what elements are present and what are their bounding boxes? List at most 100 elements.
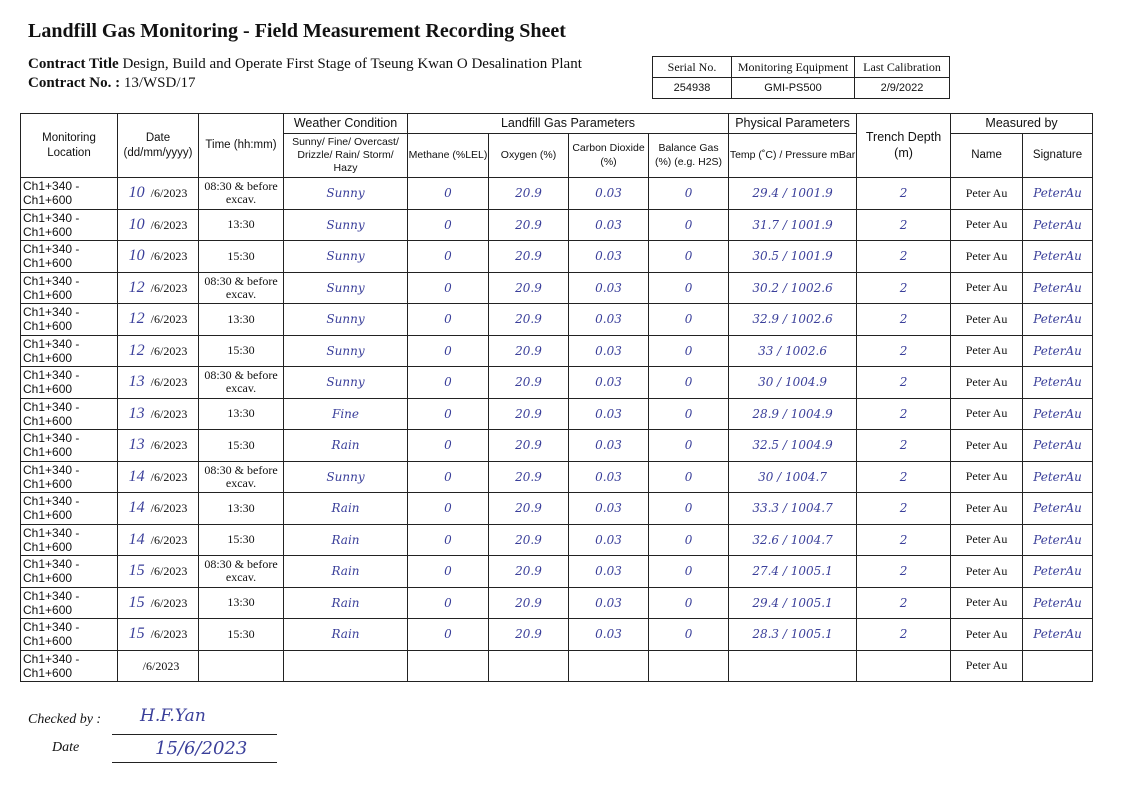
day-value: 13 [128,373,145,391]
co2-cell: 0.03 [568,240,649,273]
co2-cell: 0.03 [568,303,649,336]
month-year-value: /6/2023 [150,217,188,232]
trench-depth-cell: 2 [856,334,952,367]
balance-gas-cell: 0 [647,271,730,304]
name-cell: Peter Au [950,397,1024,430]
methane-cell: 0 [407,523,489,556]
date-cell: 15/6/2023 [117,555,199,588]
co2-cell [568,649,649,682]
methane-cell: 0 [407,460,489,493]
trench-depth-cell: 2 [856,460,952,493]
weather-cell: Rain [283,555,408,588]
weather-cell: Sunny [283,460,408,493]
name-cell: Peter Au [950,523,1024,556]
location-cell: Ch1+340 - Ch1+600 [20,208,118,241]
trench-depth-cell: 2 [856,271,952,304]
checked-by-label: Checked by : [28,712,102,727]
name-cell: Peter Au [950,429,1024,462]
location-cell: Ch1+340 - Ch1+600 [20,586,118,619]
header-weather: Weather Condition [283,113,408,134]
serial-header: Serial No. [652,56,732,78]
table-row: Ch1+340 - Ch1+600 14/6/2023 15:30 Rain 0 20.9… [20,523,1094,556]
name-cell: Peter Au [950,460,1024,493]
day-value: 12 [128,310,145,328]
oxygen-cell: 20.9 [488,555,569,588]
temp-pressure-cell: 32.9 / 1002.6 [728,303,858,336]
date-cell: 14/6/2023 [117,492,199,525]
month-year-value: /6/2023 [150,469,188,484]
contract-title-value: Design, Build and Operate First Stage of… [122,56,582,72]
day-value: 10 [128,247,145,265]
equipment-value: GMI-PS500 [731,77,855,99]
co2-cell: 0.03 [568,208,649,241]
trench-depth-cell: 2 [856,397,952,430]
co2-cell: 0.03 [568,492,649,525]
signature-cell: PeterAu [1022,334,1094,367]
signature-cell: PeterAu [1022,208,1094,241]
balance-gas-cell: 0 [647,397,730,430]
page-title: Landfill Gas Monitoring - Field Measurem… [28,20,566,42]
balance-gas-cell: 0 [647,334,730,367]
oxygen-cell: 20.9 [488,618,569,651]
header-temp: Temp (˚C) / Pressure mBar [728,133,858,178]
checked-date-value: 15/6/2023 [155,738,248,759]
oxygen-cell: 20.9 [488,271,569,304]
measurement-table: Monitoring Location Date (dd/mm/yyyy) Ti… [20,113,1094,682]
weather-cell: Sunny [283,208,408,241]
time-cell: 13:30 [198,586,284,619]
date-cell: 15/6/2023 [117,618,199,651]
balance-gas-cell [647,649,730,682]
methane-cell: 0 [407,555,489,588]
oxygen-cell: 20.9 [488,334,569,367]
trench-depth-cell: 2 [856,492,952,525]
weather-cell: Sunny [283,303,408,336]
weather-cell [283,649,408,682]
oxygen-cell: 20.9 [488,429,569,462]
calibration-value: 2/9/2022 [854,77,950,99]
time-cell: 15:30 [198,240,284,273]
header-time: Time (hh:mm) [198,113,284,178]
signature-cell: PeterAu [1022,177,1094,210]
weather-cell: Rain [283,586,408,619]
date-cell: 10/6/2023 [117,208,199,241]
co2-cell: 0.03 [568,397,649,430]
balance-gas-cell: 0 [647,492,730,525]
signature-cell: PeterAu [1022,618,1094,651]
co2-cell: 0.03 [568,334,649,367]
day-value: 12 [128,341,145,359]
month-year-value: /6/2023 [150,375,188,390]
weather-cell: Sunny [283,366,408,399]
oxygen-cell: 20.9 [488,303,569,336]
time-cell: 13:30 [198,492,284,525]
table-row: Ch1+340 - Ch1+600 13/6/2023 13:30 Fine 0 20.9… [20,397,1094,430]
balance-gas-cell: 0 [647,429,730,462]
balance-gas-cell: 0 [647,177,730,210]
day-value: 13 [128,404,145,422]
name-cell: Peter Au [950,303,1024,336]
signature-cell: PeterAu [1022,460,1094,493]
methane-cell: 0 [407,334,489,367]
date-cell: 14/6/2023 [117,460,199,493]
methane-cell: 0 [407,177,489,210]
signature-cell: PeterAu [1022,366,1094,399]
temp-pressure-cell: 29.4 / 1005.1 [728,586,858,619]
time-cell: 08:30 & before excav. [198,177,284,210]
month-year-value: /6/2023 [150,595,188,610]
weather-cell: Rain [283,618,408,651]
co2-cell: 0.03 [568,429,649,462]
date-cell: 15/6/2023 [117,586,199,619]
day-value: 14 [128,530,145,548]
co2-cell: 0.03 [568,366,649,399]
signature-cell: PeterAu [1022,303,1094,336]
methane-cell: 0 [407,429,489,462]
co2-cell: 0.03 [568,271,649,304]
location-cell: Ch1+340 - Ch1+600 [20,555,118,588]
balance-gas-cell: 0 [647,366,730,399]
month-year-value: /6/2023 [150,312,188,327]
day-value: 15 [128,593,145,611]
name-cell: Peter Au [950,649,1024,682]
methane-cell: 0 [407,303,489,336]
time-cell: 15:30 [198,334,284,367]
methane-cell: 0 [407,397,489,430]
header-oxygen: Oxygen (%) [488,133,569,178]
